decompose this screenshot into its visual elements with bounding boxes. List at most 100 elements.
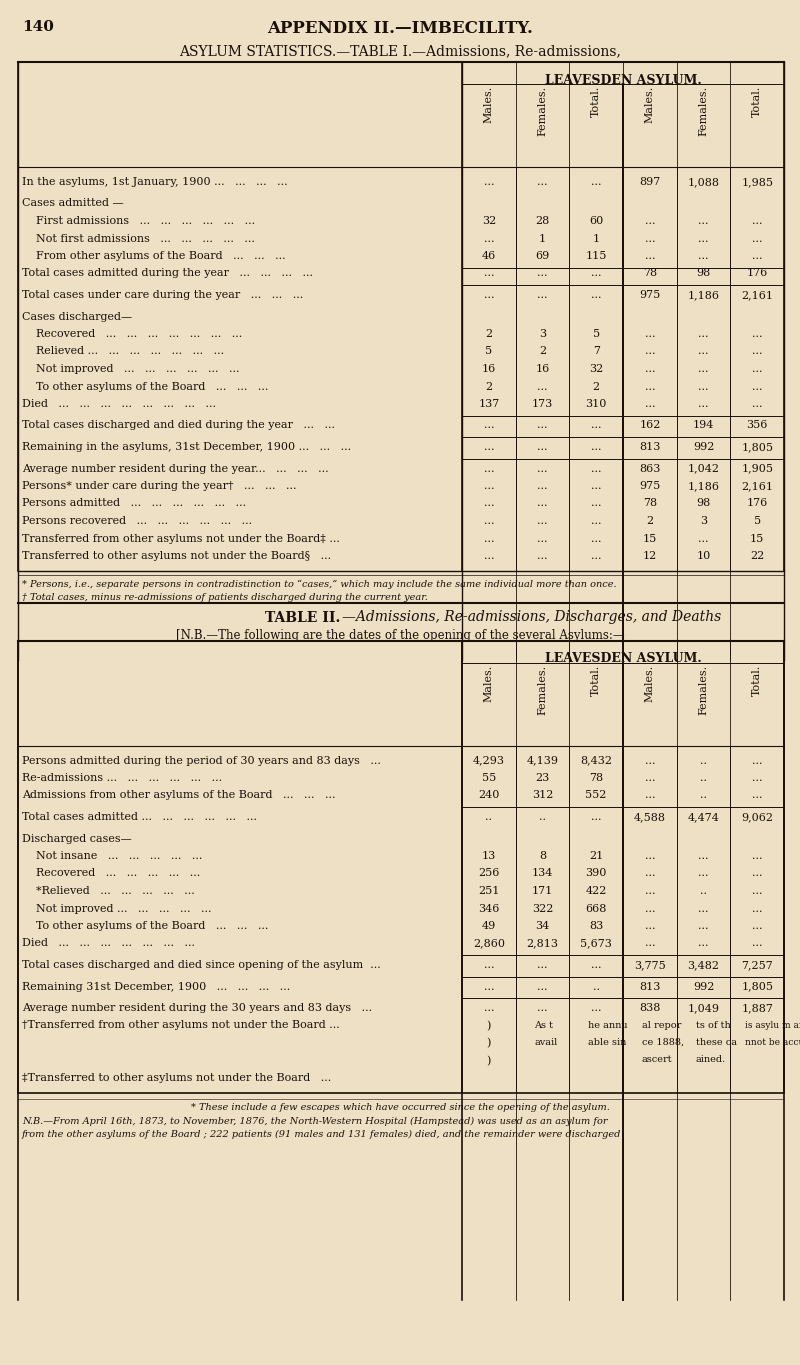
Text: ...: ... [698,399,709,410]
Text: ...: ... [752,329,762,339]
Text: Persons admitted   ...   ...   ...   ...   ...   ...: Persons admitted ... ... ... ... ... ... [22,498,246,509]
Text: ...: ... [752,886,762,895]
Text: ...: ... [752,790,762,800]
Text: 140: 140 [22,20,54,34]
Text: Recovered   ...   ...   ...   ...   ...: Recovered ... ... ... ... ... [22,868,200,879]
Text: Not improved ...   ...   ...   ...   ...: Not improved ... ... ... ... ... [22,904,211,913]
Text: ...: ... [591,464,602,474]
Text: ...: ... [591,812,602,822]
Text: 12: 12 [642,551,657,561]
Text: 310: 310 [586,399,607,410]
Text: * These include a few escapes which have occurred since the opening of the asylu: * These include a few escapes which have… [190,1103,610,1112]
Text: N.B.—From April 16th, 1873, to November, 1876, the North-Western Hospital (Hamps: N.B.—From April 16th, 1873, to November,… [22,1117,607,1126]
Text: ..: .. [700,790,707,800]
Text: APPENDIX II.—IMBECILITY.: APPENDIX II.—IMBECILITY. [267,20,533,37]
Text: 3,482: 3,482 [687,960,719,971]
Text: ...: ... [538,289,548,300]
Text: ...: ... [483,534,494,543]
Text: 8,432: 8,432 [580,755,612,766]
Text: 2: 2 [593,381,600,392]
Text: these ca: these ca [695,1037,737,1047]
Text: ce 1888,: ce 1888, [642,1037,684,1047]
Text: 16: 16 [535,364,550,374]
Text: ...: ... [645,886,655,895]
Text: ..: .. [486,812,492,822]
Text: 1,805: 1,805 [741,981,773,991]
Text: ...: ... [483,269,494,278]
Text: Average number resident during the year...   ...   ...   ...: Average number resident during the year.… [22,464,329,474]
Text: 115: 115 [586,251,607,261]
Text: ...: ... [538,981,548,991]
Text: ..: .. [539,812,546,822]
Text: ...: ... [698,216,709,227]
Text: Females.: Females. [698,665,709,715]
Text: ): ) [486,1037,491,1048]
Text: 7,257: 7,257 [742,960,773,971]
Text: 2,161: 2,161 [741,289,773,300]
Text: 4,588: 4,588 [634,812,666,822]
Text: ...: ... [752,773,762,784]
Text: ...: ... [538,442,548,452]
Text: ...: ... [645,364,655,374]
Text: ...: ... [645,868,655,879]
Text: ...: ... [483,516,494,526]
Text: 60: 60 [589,216,603,227]
Text: ...: ... [698,329,709,339]
Text: ...: ... [645,755,655,766]
Text: Persons admitted during the period of 30 years and 83 days   ...: Persons admitted during the period of 30… [22,755,381,766]
Text: 5: 5 [486,347,492,356]
Text: ...: ... [645,939,655,949]
Text: 1,088: 1,088 [687,177,719,187]
Text: 13: 13 [482,850,496,861]
Text: ...: ... [645,773,655,784]
Text: 992: 992 [693,442,714,452]
Text: 46: 46 [482,251,496,261]
Text: 15: 15 [750,534,764,543]
Text: al repor: al repor [642,1021,682,1029]
Text: 4,293: 4,293 [473,755,505,766]
Text: ...: ... [645,251,655,261]
Text: ...: ... [591,420,602,430]
Text: ...: ... [698,904,709,913]
Text: Not first admissions   ...   ...   ...   ...   ...: Not first admissions ... ... ... ... ... [22,233,255,243]
Text: Average number resident during the 30 years and 83 days   ...: Average number resident during the 30 ye… [22,1003,372,1013]
Text: 1,186: 1,186 [687,480,719,491]
Text: 2,161: 2,161 [741,480,773,491]
Text: 171: 171 [532,886,553,895]
Text: 98: 98 [696,498,710,509]
Text: Not insane   ...   ...   ...   ...   ...: Not insane ... ... ... ... ... [22,850,202,861]
Text: 176: 176 [746,269,768,278]
Text: Males.: Males. [484,665,494,702]
Text: 176: 176 [746,498,768,509]
Text: ..: .. [700,773,707,784]
Text: ‡Transferred to other asylums not under the Board   ...: ‡Transferred to other asylums not under … [22,1073,331,1082]
Text: ...: ... [538,1003,548,1013]
Text: 2,860: 2,860 [473,939,505,949]
Text: ...: ... [698,534,709,543]
Text: ...: ... [483,420,494,430]
Text: ...: ... [538,551,548,561]
Text: 390: 390 [586,868,607,879]
Text: Males.: Males. [645,86,655,123]
Text: Persons recovered   ...   ...   ...   ...   ...   ...: Persons recovered ... ... ... ... ... ..… [22,516,252,526]
Text: 1,186: 1,186 [687,289,719,300]
Text: 5: 5 [754,516,761,526]
Text: 2: 2 [486,381,492,392]
Text: Total cases admitted during the year   ...   ...   ...   ...: Total cases admitted during the year ...… [22,269,313,278]
Text: Females.: Females. [698,86,709,136]
Text: ...: ... [483,464,494,474]
Text: Remaining in the asylums, 31st December, 1900 ...   ...   ...: Remaining in the asylums, 31st December,… [22,442,351,452]
Text: 2: 2 [486,329,492,339]
Text: Discharged cases—: Discharged cases— [22,834,132,844]
Text: ...: ... [591,442,602,452]
Text: Total.: Total. [591,86,601,117]
Text: ...: ... [752,904,762,913]
Text: ...: ... [538,516,548,526]
Text: ...: ... [752,755,762,766]
Text: ...: ... [645,233,655,243]
Text: ...: ... [538,534,548,543]
Text: * Persons, i.e., separate persons in contradistinction to “cases,” which may inc: * Persons, i.e., separate persons in con… [22,580,617,588]
Text: ..: .. [700,886,707,895]
Text: 162: 162 [639,420,661,430]
Text: ASYLUM STATISTICS.—TABLE I.—Admissions, Re-admissions,: ASYLUM STATISTICS.—TABLE I.—Admissions, … [179,44,621,57]
